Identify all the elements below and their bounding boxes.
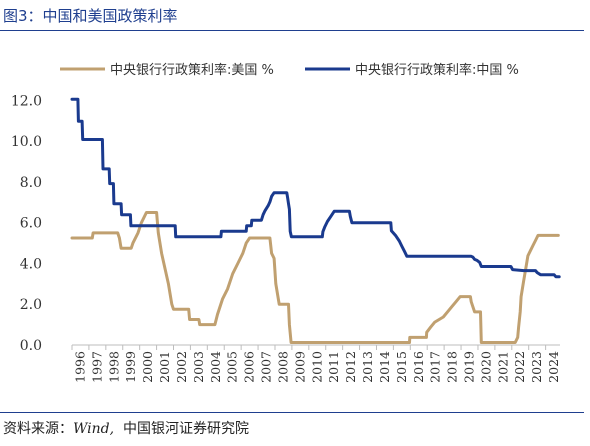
series-line-us	[70, 211, 560, 344]
source-rule	[0, 412, 584, 413]
series-line-cn	[70, 97, 561, 279]
x-tick-label: 2019	[462, 351, 477, 383]
x-tick-label: 2016	[411, 351, 426, 383]
x-tick-label: 2020	[478, 351, 493, 383]
y-tick-label: 10.0	[11, 134, 42, 150]
x-tick-label: 2011	[326, 351, 341, 383]
legend-label-cn: 中央银行行政策利率:中国 %	[355, 62, 519, 78]
x-tick-label: 2021	[495, 351, 510, 383]
x-tick-label: 2005	[225, 351, 240, 383]
y-tick-label: 0.0	[20, 338, 42, 354]
source-org: 中国银河证券研究院	[122, 421, 249, 437]
x-tick-label: 1998	[106, 351, 121, 383]
x-tick-label: 2001	[157, 351, 172, 383]
x-tick-label: 2014	[377, 351, 392, 383]
x-tick-label: 2003	[191, 351, 206, 383]
x-tick-label: 2023	[529, 351, 544, 383]
x-tick-label: 2017	[428, 351, 443, 383]
x-tick-label: 2018	[445, 351, 460, 383]
x-tick-label: 2024	[546, 351, 561, 383]
y-tick-label: 2.0	[20, 297, 42, 313]
policy-rate-chart: 中央银行行政策利率:美国 % 中央银行行政策利率:中国 % 0.0 2.0 4.0 6…	[11, 62, 561, 383]
x-tick-label: 2009	[292, 351, 307, 383]
source-label: 资料来源：	[3, 421, 73, 437]
x-tick-label: 2012	[343, 351, 358, 383]
y-tick-label: 8.0	[20, 175, 42, 191]
figure-title: 图3：中国和美国政策利率	[3, 7, 178, 25]
x-tick-label: 1997	[89, 351, 104, 383]
y-tick-label: 6.0	[20, 216, 42, 232]
x-tick-label: 2007	[259, 351, 274, 383]
y-tick-label: 4.0	[20, 256, 42, 272]
series-lines	[70, 97, 561, 344]
y-tick-label: 12.0	[11, 93, 42, 109]
x-tick-label: 2002	[174, 351, 189, 383]
x-tick-label: 2015	[394, 351, 409, 383]
x-tick-label: 2004	[208, 351, 223, 383]
x-tick-label: 1996	[72, 351, 87, 383]
source-note: 资料来源：Wind, 中国银河证券研究院	[3, 418, 249, 440]
x-tick-label: 2008	[275, 351, 290, 383]
x-tick-label: 2013	[360, 351, 375, 383]
x-tick-label: 1999	[123, 351, 138, 383]
legend-label-us: 中央银行行政策利率:美国 %	[110, 62, 274, 78]
x-tick-label: 2000	[140, 351, 155, 383]
x-tick-label: 2006	[242, 351, 257, 383]
x-tick-label: 2022	[512, 351, 527, 383]
source-wind: Wind,	[73, 421, 115, 437]
title-rule	[0, 30, 584, 31]
x-tick-label: 2010	[309, 351, 324, 383]
legend: 中央银行行政策利率:美国 % 中央银行行政策利率:中国 %	[60, 62, 519, 78]
